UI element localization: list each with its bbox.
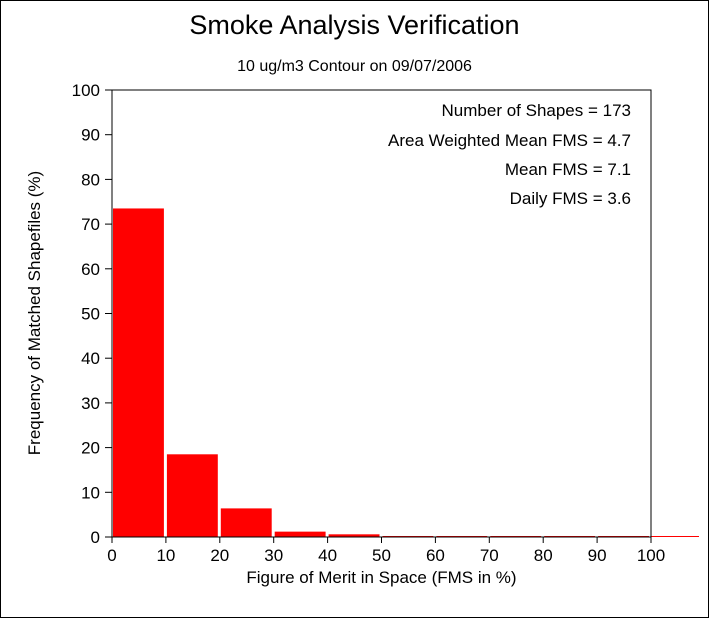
x-ticks-group: 0 10 20 30 40 50 60 70 80 90 100 [107,537,665,565]
x-tick-label: 80 [534,546,553,565]
x-tick-label: 30 [264,546,283,565]
x-tick-label: 100 [637,546,665,565]
x-tick-label: 0 [107,546,116,565]
bar-40-50 [328,534,380,537]
y-tick-label: 10 [81,483,100,502]
x-tick-label: 20 [210,546,229,565]
x-tick-label: 40 [318,546,337,565]
y-tick-label: 60 [81,260,100,279]
stat-mean-fms: Mean FMS = 7.1 [504,160,631,179]
y-tick-label: 50 [81,305,100,324]
y-tick-label: 70 [81,215,100,234]
y-tick-label: 20 [81,439,100,458]
chart-subtitle: 10 ug/m3 Contour on 09/07/2006 [237,58,472,75]
bars-group [113,208,699,537]
bar-20-30 [220,508,272,537]
y-ticks-group: 0 10 20 30 40 50 60 70 80 90 100 [72,81,112,547]
y-tick-label: 0 [91,528,100,547]
bar-30-40 [274,531,326,537]
bar-tail-line [651,536,699,537]
stat-daily-fms: Daily FMS = 3.6 [509,189,631,208]
x-tick-label: 50 [372,546,391,565]
y-tick-label: 90 [81,126,100,145]
bar-0-10 [113,208,164,537]
x-tick-label: 70 [480,546,499,565]
x-tick-label: 60 [426,546,445,565]
y-tick-label: 80 [81,170,100,189]
chart-title: Smoke Analysis Verification [189,10,520,40]
bar-10-20 [166,454,218,537]
stat-area-weighted-mean-fms: Area Weighted Mean FMS = 4.7 [387,131,631,150]
x-axis-label: Figure of Merit in Space (FMS in %) [246,568,517,587]
y-tick-label: 30 [81,394,100,413]
stat-number-of-shapes: Number of Shapes = 173 [441,101,631,120]
x-tick-label: 90 [588,546,607,565]
x-tick-label: 10 [156,546,175,565]
y-tick-label: 100 [72,81,100,100]
y-tick-label: 40 [81,349,100,368]
